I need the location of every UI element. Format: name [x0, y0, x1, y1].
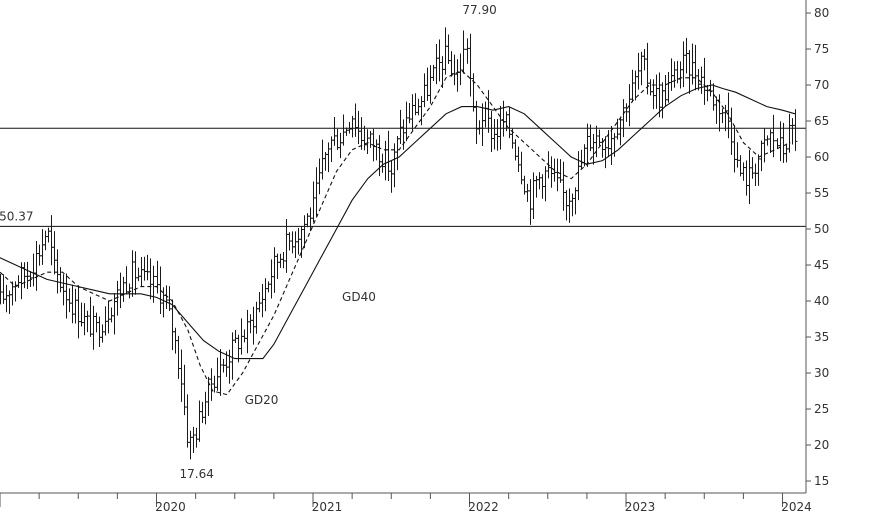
y-tick-label: 30: [814, 366, 829, 380]
annotations: 50.37 77.90 17.64 GD40 GD20: [0, 3, 497, 481]
x-tick-label: 2024: [781, 500, 812, 514]
moving-averages: [0, 69, 796, 396]
y-tick-label: 40: [814, 294, 829, 308]
y-tick-label: 20: [814, 438, 829, 452]
annotation-label: GD20: [245, 393, 279, 407]
y-tick-label: 35: [814, 330, 829, 344]
x-axis-ticks: 2020 2021 2022 2023 2024: [0, 493, 812, 514]
gd20-line: [0, 69, 791, 396]
y-tick-label: 50: [814, 222, 829, 236]
y-tick-label: 60: [814, 150, 829, 164]
y-tick-label: 45: [814, 258, 829, 272]
gd40-line: [0, 84, 796, 360]
x-tick-label: 2023: [625, 500, 656, 514]
x-tick-label: 2022: [468, 500, 499, 514]
y-tick-label: 70: [814, 78, 829, 92]
price-bars: [0, 27, 798, 460]
y-tick-label: 65: [814, 114, 829, 128]
x-tick-label: 2020: [155, 500, 186, 514]
y-tick-label: 15: [814, 474, 829, 488]
y-tick-label: 55: [814, 186, 829, 200]
axes: [0, 0, 807, 494]
annotation-label: 50.37: [0, 209, 33, 223]
annotation-label: 77.90: [462, 3, 496, 17]
annotation-label: GD40: [342, 290, 376, 304]
x-tick-label: 2021: [312, 500, 343, 514]
y-tick-label: 25: [814, 402, 829, 416]
y-tick-label: 75: [814, 42, 829, 56]
y-axis-ticks: 15 20 25 30 35 40 45 50 55 60 65 70 75 80: [806, 6, 829, 488]
y-tick-label: 80: [814, 6, 829, 20]
annotation-label: 17.64: [180, 467, 214, 481]
